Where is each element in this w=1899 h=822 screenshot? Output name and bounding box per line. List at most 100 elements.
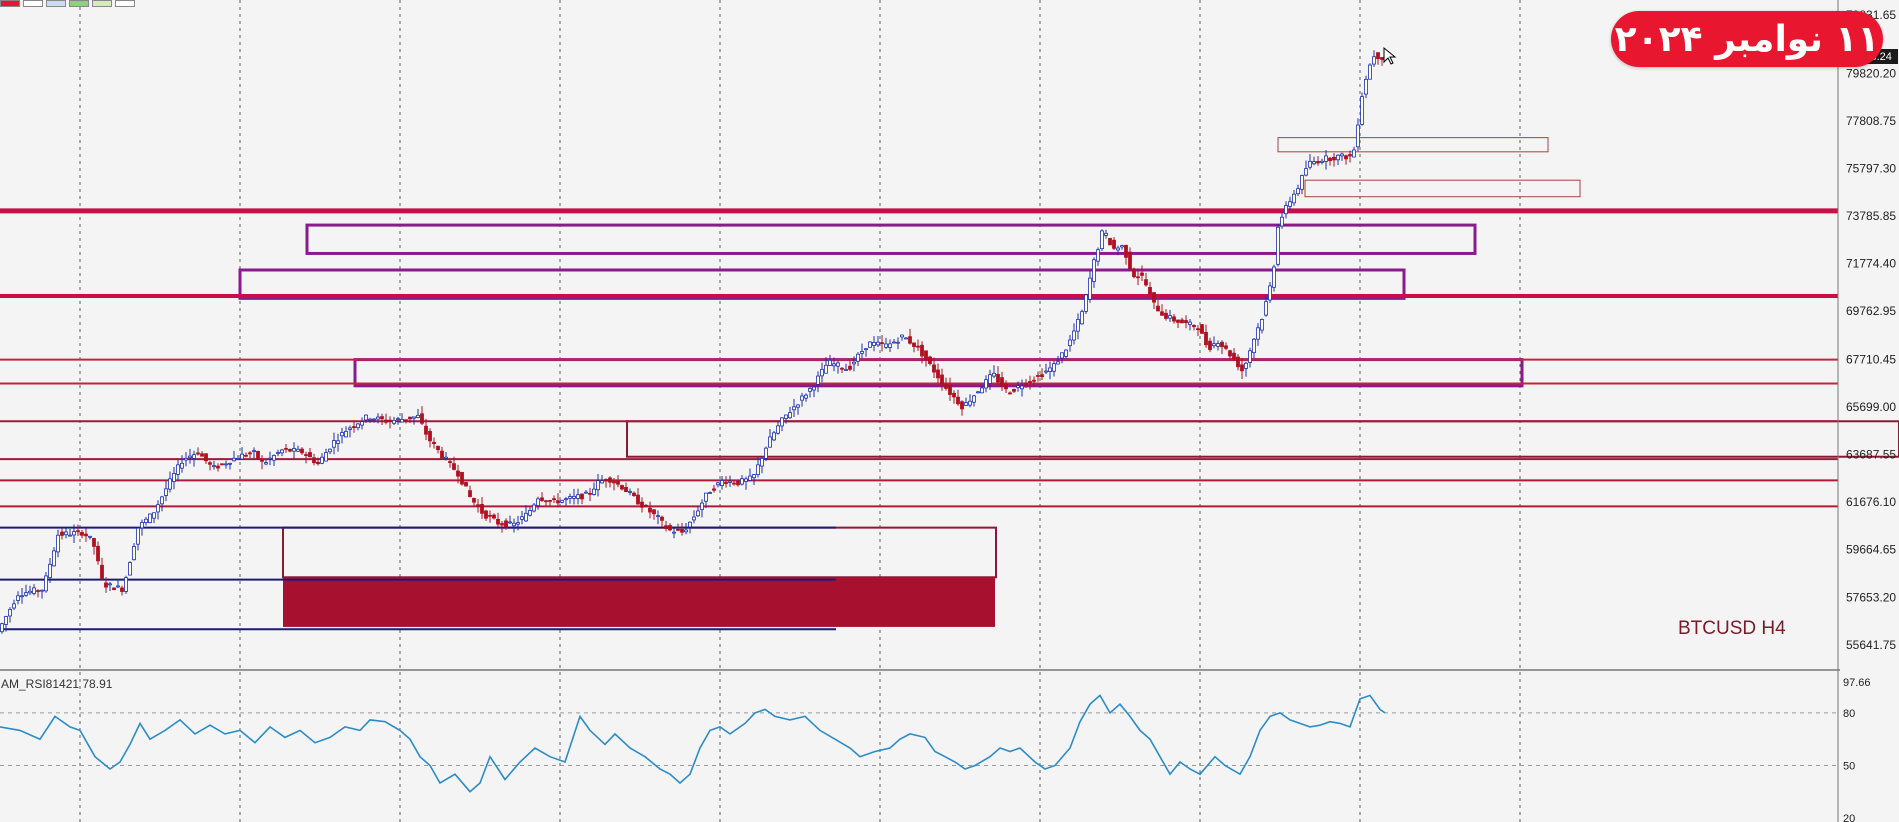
price-tick-label: 63687.55 [1846, 448, 1896, 462]
candle-body [848, 365, 852, 370]
candle-body [40, 589, 44, 592]
candle-body [784, 414, 788, 419]
candle-body [1060, 352, 1064, 359]
candle-body [308, 452, 312, 458]
candle-body [1056, 361, 1060, 365]
candle-body [952, 392, 956, 398]
price-tick-label: 61676.10 [1846, 495, 1896, 509]
candle-body [1368, 64, 1372, 80]
price-candles [0, 50, 1384, 634]
candle-body [296, 448, 300, 452]
candle-body [136, 527, 140, 545]
candle-body [1324, 155, 1328, 162]
candle-body [800, 395, 804, 401]
candle-body [428, 430, 432, 442]
candle-body [748, 475, 752, 481]
candle-body [564, 498, 568, 501]
candle-body [172, 473, 176, 483]
candle-body [96, 545, 100, 562]
price-tick-label: 77808.75 [1846, 114, 1896, 128]
price-tick-label: 59664.65 [1846, 543, 1896, 557]
candle-body [592, 488, 596, 495]
candle-body [212, 465, 216, 468]
candle-body [456, 470, 460, 477]
candle-body [420, 413, 424, 424]
rsi-line [0, 694, 1386, 793]
candle-body [1164, 312, 1168, 319]
candle-body [232, 457, 236, 462]
candle-body [648, 507, 652, 513]
candle-body [680, 529, 684, 533]
candle-body [244, 454, 248, 457]
candle-body [1248, 350, 1252, 363]
candle-body [1308, 160, 1312, 168]
toolbar-button[interactable] [0, 0, 20, 7]
price-tick-label: 67710.45 [1846, 353, 1896, 367]
toolbar-button[interactable] [92, 0, 112, 7]
candle-body [1044, 370, 1048, 373]
candle-body [1152, 292, 1156, 303]
candle-body [560, 499, 564, 503]
candle-body [500, 523, 504, 526]
candle-body [904, 337, 908, 340]
toolbar-button[interactable] [46, 0, 66, 7]
candle-body [1320, 160, 1324, 163]
candle-body [216, 465, 220, 469]
candle-body [1008, 392, 1012, 395]
candle-body [1168, 315, 1172, 319]
candle-body [572, 495, 576, 499]
candle-body [1372, 56, 1376, 65]
toolbar-button[interactable] [23, 0, 43, 7]
price-axis[interactable]: 79831.6579820.2077808.7575797.3073785.85… [1846, 8, 1896, 652]
candle-body [528, 510, 532, 516]
candle-body [932, 364, 936, 373]
candle-body [64, 531, 68, 536]
candle-body [1048, 367, 1052, 372]
candle-body [900, 334, 904, 338]
candle-body [948, 384, 952, 395]
candle-body [1340, 153, 1344, 157]
toolbar-button[interactable] [115, 0, 135, 7]
candle-body [632, 492, 636, 497]
candle-body [392, 419, 396, 424]
symbol-label: BTCUSD H4 [1678, 618, 1786, 639]
rsi-levels [0, 712, 1838, 766]
candle-body [484, 510, 488, 519]
candle-body [596, 480, 600, 491]
toolbar-button[interactable] [69, 0, 89, 7]
candle-body [1064, 349, 1068, 357]
candle-body [1240, 364, 1244, 372]
candle-body [496, 518, 500, 525]
candle-body [1328, 157, 1332, 162]
candle-body [1148, 287, 1152, 295]
candle-body [264, 462, 268, 465]
candle-body [320, 456, 324, 464]
candle-body [476, 504, 480, 508]
candle-body [844, 369, 848, 371]
candle-body [440, 450, 444, 459]
candle-body [1012, 388, 1016, 392]
candle-body [1236, 356, 1240, 368]
candle-body [940, 374, 944, 385]
candle-body [0, 623, 4, 633]
candle-body [168, 478, 172, 490]
candle-body [276, 452, 280, 454]
candle-body [236, 457, 240, 460]
candle-body [312, 457, 316, 464]
price-tick-label: 55641.75 [1846, 638, 1896, 652]
candle-body [1272, 266, 1276, 288]
candle-body [120, 587, 124, 592]
candle-body [1124, 244, 1128, 258]
candle-body [1160, 311, 1164, 316]
candle-body [532, 504, 536, 512]
candle-body [56, 534, 60, 553]
candle-body [876, 341, 880, 346]
candle-body [16, 595, 20, 601]
candle-body [1336, 154, 1340, 161]
candle-body [1084, 294, 1088, 312]
candle-body [300, 448, 304, 454]
candle-body [1208, 340, 1212, 350]
rsi-axis[interactable]: 97.66 80 50 20 [1843, 677, 1871, 822]
candle-body [160, 496, 164, 505]
